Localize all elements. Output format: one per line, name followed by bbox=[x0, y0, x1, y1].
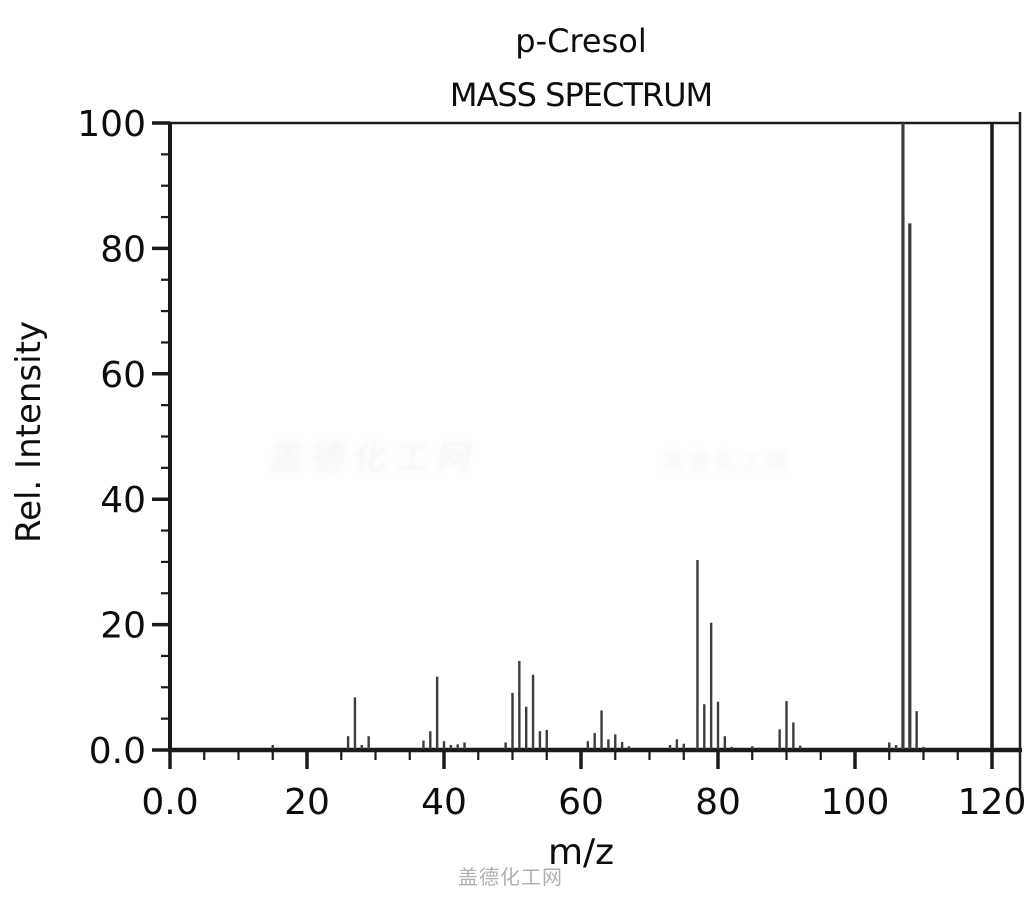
y-tick-label: 100 bbox=[77, 104, 146, 145]
chart-title: p-Cresol bbox=[515, 22, 647, 60]
x-tick-label: 80 bbox=[695, 782, 741, 823]
x-tick-label: 100 bbox=[821, 782, 890, 823]
x-tick-label: 60 bbox=[558, 782, 604, 823]
x-tick-label: 40 bbox=[421, 782, 467, 823]
x-axis-label: m/z bbox=[547, 832, 615, 873]
y-tick-label: 0.0 bbox=[89, 731, 146, 772]
y-tick-label: 20 bbox=[100, 606, 146, 647]
y-tick-label: 40 bbox=[100, 480, 146, 521]
x-tick-label: 120 bbox=[958, 782, 1024, 823]
x-tick-label: 20 bbox=[284, 782, 330, 823]
y-tick-label: 60 bbox=[100, 355, 146, 396]
erased-watermark-artifact-2: 盖德化工网 bbox=[662, 450, 793, 475]
watermark-text: 盖德化工网 bbox=[458, 865, 563, 889]
y-axis-label: Rel. Intensity bbox=[9, 320, 49, 544]
x-tick-label: 0.0 bbox=[141, 782, 198, 823]
y-tick-label: 80 bbox=[100, 229, 146, 270]
chart-subtitle: MASS SPECTRUM bbox=[449, 76, 713, 114]
